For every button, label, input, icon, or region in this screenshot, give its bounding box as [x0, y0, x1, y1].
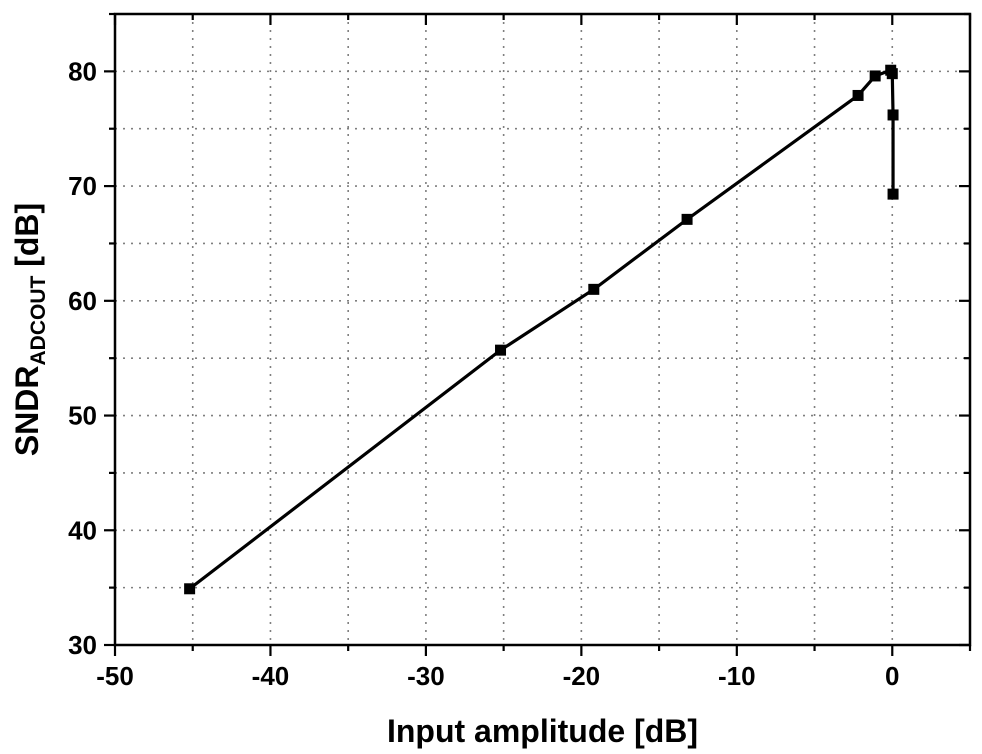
x-tick-label: -10 [718, 661, 756, 691]
y-tick-label: 40 [68, 515, 97, 545]
y-axis-title-subscript: ADCOUT [27, 276, 50, 366]
y-axis-title-unit: [dB] [9, 203, 45, 276]
data-point-marker [588, 283, 600, 295]
data-point-marker [886, 68, 898, 80]
y-axis-title-main: SNDR [9, 366, 45, 457]
x-axis-title: Input amplitude [dB] [387, 713, 698, 749]
y-tick-label: 50 [68, 401, 97, 431]
y-tick-label: 30 [68, 630, 97, 660]
x-tick-label: -40 [252, 661, 290, 691]
plot-area-frame [113, 12, 972, 647]
x-tick-label: -50 [96, 661, 134, 691]
series-line [188, 68, 895, 591]
data-point-marker [495, 344, 507, 356]
y-tick-label: 70 [68, 171, 97, 201]
data-point-marker [681, 213, 693, 225]
x-tick-label: -30 [407, 661, 445, 691]
data-point-marker [887, 188, 899, 200]
data-point-marker [184, 583, 196, 595]
series-layer [184, 64, 899, 595]
y-axis-title: SNDRADCOUT [dB] [9, 203, 50, 456]
axis-ticks [104, 12, 972, 656]
data-point-marker [869, 70, 881, 82]
data-point-marker [852, 89, 864, 101]
x-tick-label: -20 [563, 661, 601, 691]
y-tick-label: 80 [68, 56, 97, 86]
data-point-marker [887, 109, 899, 121]
x-tick-label: 0 [885, 661, 899, 691]
y-tick-labels: 30 40 50 60 70 80 [68, 56, 97, 660]
y-tick-label: 60 [68, 286, 97, 316]
x-tick-labels: -50 -40 -30 -20 -10 0 [96, 661, 899, 691]
